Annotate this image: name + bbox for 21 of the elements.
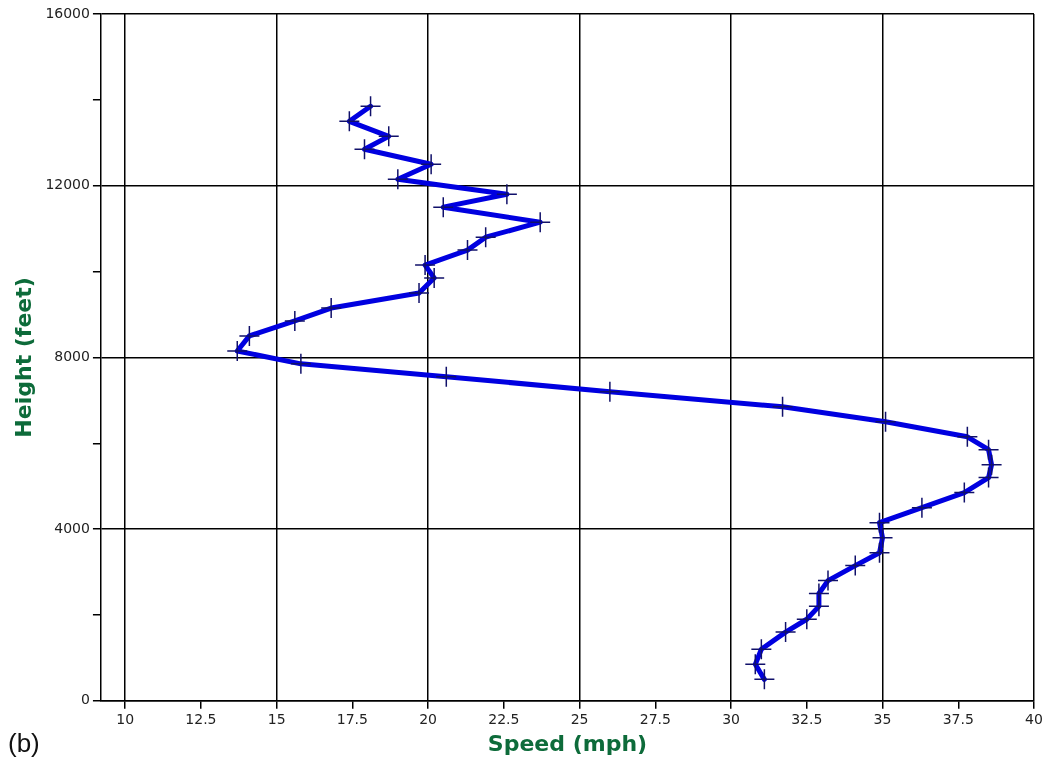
y-axis-title: Height (feet) — [10, 277, 36, 438]
x-tick-label: 40 — [1025, 710, 1043, 727]
x-axis-title: Speed (mph) — [487, 730, 648, 756]
y-tick-label: 16000 — [45, 4, 90, 21]
x-tick-label: 12.5 — [185, 710, 217, 727]
x-tick-label: 30 — [722, 710, 740, 727]
x-tick-label: 32.5 — [791, 710, 823, 727]
x-tick-label: 20 — [419, 710, 438, 727]
y-tick-label: 0 — [81, 691, 90, 708]
x-tick-label: 22.5 — [488, 710, 520, 727]
x-tick-label: 17.5 — [336, 710, 368, 727]
text: (b) — [8, 728, 40, 758]
x-tick-label: 15 — [267, 710, 286, 727]
x-tick-label: 25 — [570, 710, 589, 727]
y-tick-label: 12000 — [45, 176, 90, 193]
y-tick-label: 8000 — [54, 348, 90, 365]
x-tick-label: 27.5 — [639, 710, 671, 727]
x-tick-label: 35 — [873, 710, 892, 727]
x-tick-label: 37.5 — [942, 710, 974, 727]
x-tick-label: 10 — [116, 710, 135, 727]
y-tick-label: 4000 — [54, 519, 90, 536]
